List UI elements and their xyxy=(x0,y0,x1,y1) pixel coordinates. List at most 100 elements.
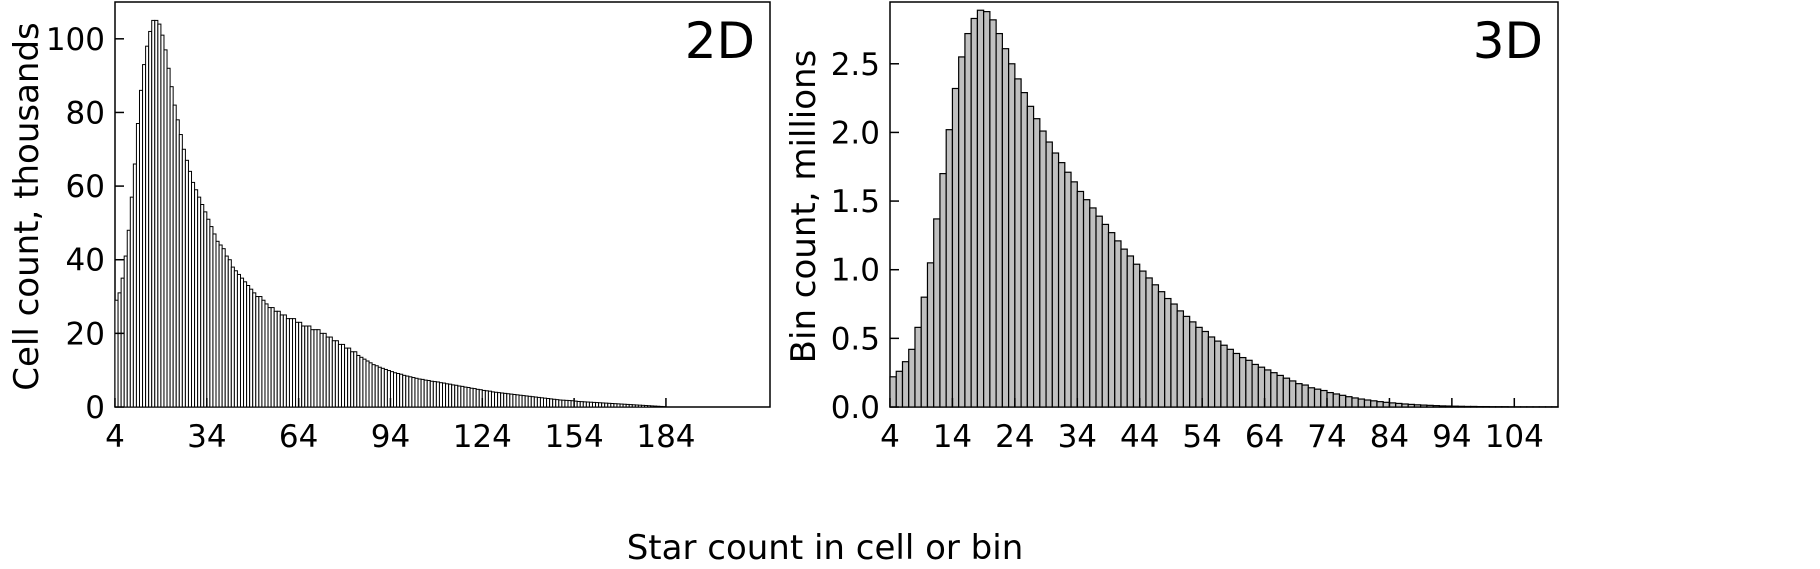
bar xyxy=(1288,380,1297,408)
bar xyxy=(1039,130,1047,408)
bar xyxy=(1170,303,1178,408)
bar xyxy=(1239,356,1247,408)
bar xyxy=(1114,240,1122,408)
bar xyxy=(901,361,910,408)
bar xyxy=(1120,248,1128,408)
bar xyxy=(1051,152,1060,408)
bar xyxy=(1095,215,1103,408)
y-axis-label-2d: Cell count, thousands xyxy=(7,22,47,391)
x-axis-label: Star count in cell or bin xyxy=(627,528,1024,568)
bar xyxy=(1214,340,1222,408)
bar xyxy=(1107,232,1116,408)
bar xyxy=(1376,401,1384,408)
bar xyxy=(889,376,897,408)
panel-3d: 4 14 24 34 44 54 64 74 84 94 104 0.0 0.5 1.0 1.5 2.0 2.5… xyxy=(784,1,1559,455)
x-tick-label: 64 xyxy=(279,419,318,455)
bar xyxy=(1020,92,1028,408)
bar xyxy=(1301,384,1309,408)
y-tick-label: 60 xyxy=(66,169,105,205)
y-tick-label: 20 xyxy=(66,316,105,352)
x-tick-label: 54 xyxy=(1182,419,1221,455)
bar xyxy=(933,218,941,408)
bar xyxy=(1363,399,1372,408)
bar xyxy=(1089,207,1097,408)
bar xyxy=(1076,190,1085,408)
bar xyxy=(1245,359,1253,408)
axes-3d: 4 14 24 34 44 54 64 74 84 94 104 0.0 0.5 1.0 1.5 2.0 2.5 xyxy=(831,47,1544,455)
bar xyxy=(1082,199,1091,408)
bar xyxy=(976,9,985,408)
x-tick-label: 84 xyxy=(1370,419,1409,455)
bar xyxy=(983,11,991,408)
y-tick-label: 1.5 xyxy=(831,184,880,220)
bar xyxy=(1263,369,1272,408)
x-tick-label: 154 xyxy=(545,419,604,455)
x-tick-label: 4 xyxy=(105,419,125,455)
bar xyxy=(1226,348,1234,408)
bar xyxy=(1432,405,1440,408)
bar xyxy=(1438,405,1447,408)
bar xyxy=(1395,402,1403,408)
bar xyxy=(1332,393,1341,408)
x-tick-label: 94 xyxy=(371,419,410,455)
y-tick-label: 0.0 xyxy=(831,390,880,426)
bar xyxy=(1157,291,1166,408)
x-tick-label: 44 xyxy=(1120,419,1159,455)
bar xyxy=(989,19,997,408)
bar xyxy=(1276,374,1284,408)
bar xyxy=(926,262,935,408)
bar xyxy=(920,296,929,408)
bar xyxy=(1132,263,1141,408)
x-tick-label: 124 xyxy=(453,419,512,455)
bar xyxy=(945,129,954,408)
y-tick-label: 0.5 xyxy=(831,321,880,357)
bar xyxy=(1307,387,1316,408)
bar xyxy=(1457,405,1465,408)
bar xyxy=(1195,326,1203,408)
bar xyxy=(1182,315,1191,408)
bar xyxy=(1201,330,1209,408)
y-tick-label: 2.0 xyxy=(831,115,880,151)
x-tick-label: 74 xyxy=(1307,419,1346,455)
bar xyxy=(1139,270,1147,408)
bar xyxy=(1320,389,1328,408)
bar xyxy=(1401,403,1409,408)
bar xyxy=(1463,405,1472,408)
bar xyxy=(1026,105,1035,408)
bar xyxy=(1145,277,1153,408)
bar xyxy=(1070,181,1078,408)
panel-label-2d: 2D xyxy=(685,12,755,70)
bar xyxy=(914,326,922,408)
y-tick-label: 0 xyxy=(85,390,105,426)
bar xyxy=(1445,405,1453,408)
bar xyxy=(1295,383,1303,408)
bar xyxy=(1351,397,1359,408)
bar xyxy=(1101,223,1110,408)
y-tick-label: 80 xyxy=(66,95,105,131)
bar xyxy=(1326,391,1334,408)
bar xyxy=(1232,352,1241,408)
y-tick-label: 100 xyxy=(46,22,105,58)
x-tick-label: 104 xyxy=(1485,419,1544,455)
bar xyxy=(1313,388,1322,408)
bar xyxy=(1001,48,1010,408)
x-tick-label: 34 xyxy=(1058,419,1097,455)
bar xyxy=(1257,366,1266,408)
bar xyxy=(964,32,972,408)
bar xyxy=(1370,400,1378,408)
x-tick-label: 184 xyxy=(636,419,695,455)
bar xyxy=(1008,63,1016,408)
bar xyxy=(1207,336,1216,408)
bar xyxy=(1220,344,1228,408)
y-axis-label-3d: Bin count, millions xyxy=(784,50,824,364)
y-tick-label: 2.5 xyxy=(831,47,880,83)
bar xyxy=(1388,402,1397,408)
bar xyxy=(1057,162,1066,408)
bar xyxy=(908,348,916,408)
bar xyxy=(895,370,904,408)
bar xyxy=(1126,255,1135,408)
bar xyxy=(1345,396,1353,408)
bar xyxy=(1426,404,1434,408)
y-tick-label: 40 xyxy=(66,243,105,279)
